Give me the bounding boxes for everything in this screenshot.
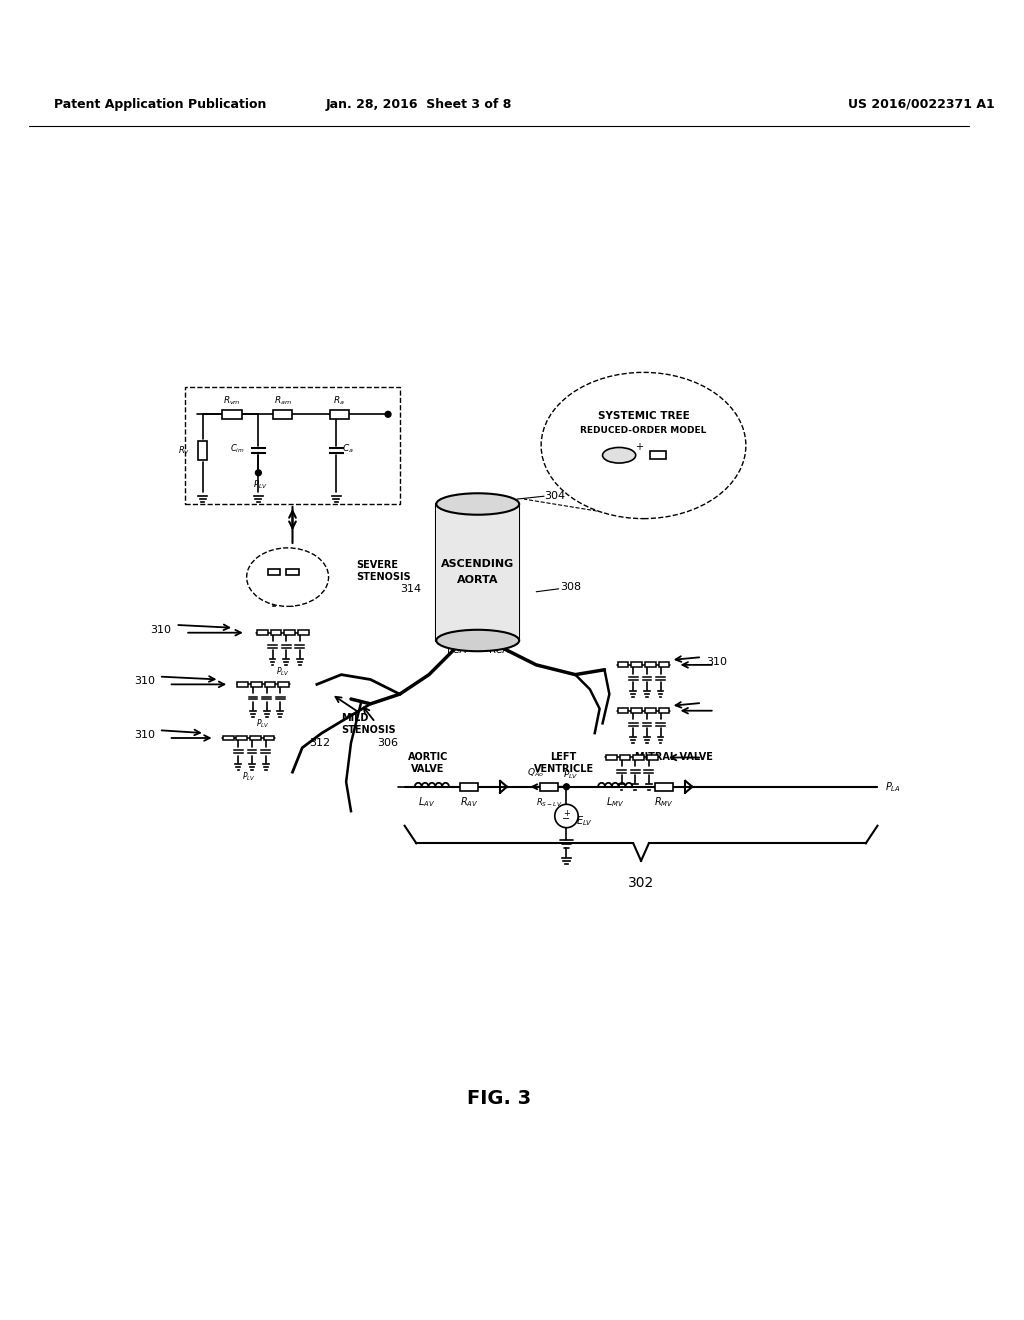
Text: ⊙: ⊙: [609, 449, 620, 462]
Text: 304: 304: [544, 491, 565, 502]
Bar: [285, 630, 295, 635]
Text: Jan. 28, 2016  Sheet 3 of 8: Jan. 28, 2016 Sheet 3 of 8: [326, 98, 512, 111]
Text: $R_{MV}$: $R_{MV}$: [654, 796, 674, 809]
Text: STENOSIS: STENOSIS: [341, 725, 396, 735]
Text: AORTIC: AORTIC: [408, 752, 449, 763]
Ellipse shape: [436, 630, 519, 651]
Bar: [279, 682, 289, 686]
Text: VALVE: VALVE: [412, 764, 444, 775]
Bar: [658, 709, 670, 713]
Bar: [185, 387, 399, 504]
Text: $R_{am}$: $R_{am}$: [273, 395, 292, 407]
Text: $C_a$: $C_a$: [342, 442, 354, 454]
Text: SEVERE: SEVERE: [356, 561, 398, 570]
Text: 308: 308: [560, 582, 582, 591]
Bar: [540, 783, 558, 791]
Bar: [257, 630, 267, 635]
Text: STENOSIS: STENOSIS: [356, 572, 411, 582]
Text: VENTRICLE: VENTRICLE: [534, 764, 594, 775]
Text: $R_V$: $R_V$: [178, 444, 190, 457]
Text: +: +: [635, 442, 643, 453]
Text: $P_{LA}$: $P_{LA}$: [886, 780, 901, 793]
Text: $E_{LV}$: $E_{LV}$: [575, 814, 593, 828]
Text: FIG. 3: FIG. 3: [467, 1089, 531, 1109]
Text: 310: 310: [134, 676, 155, 686]
Text: $P_{LV}$: $P_{LV}$: [276, 665, 290, 678]
Text: $R_{vm}$: $R_{vm}$: [223, 395, 241, 407]
Bar: [238, 682, 248, 686]
Bar: [298, 630, 308, 635]
Text: 312: 312: [309, 738, 331, 748]
Text: REDUCED-ORDER MODEL: REDUCED-ORDER MODEL: [581, 426, 707, 436]
Bar: [270, 630, 282, 635]
Text: MILD: MILD: [341, 714, 369, 723]
Bar: [436, 504, 519, 640]
Text: $Q_{Ao}$: $Q_{Ao}$: [526, 767, 544, 779]
Bar: [251, 682, 262, 686]
Bar: [199, 441, 207, 461]
Text: $L_{AV}$: $L_{AV}$: [419, 796, 435, 809]
Bar: [645, 709, 655, 713]
Ellipse shape: [602, 447, 636, 463]
Circle shape: [385, 412, 391, 417]
Text: 306: 306: [378, 738, 398, 748]
Text: $P_{LV}$: $P_{LV}$: [256, 717, 270, 730]
Bar: [655, 783, 673, 791]
Bar: [222, 411, 242, 418]
Circle shape: [255, 470, 261, 475]
Text: $P_{LV}$: $P_{LV}$: [253, 478, 267, 491]
Bar: [273, 411, 293, 418]
Text: $R_{AV}$: $R_{AV}$: [460, 796, 478, 809]
Text: $C_{im}$: $C_{im}$: [230, 442, 245, 454]
Bar: [264, 735, 274, 741]
Bar: [606, 755, 616, 760]
Bar: [237, 735, 247, 741]
Bar: [620, 755, 631, 760]
Ellipse shape: [247, 548, 329, 606]
Ellipse shape: [541, 372, 745, 519]
Text: −: −: [562, 814, 570, 824]
Text: $R_{S-LV}$: $R_{S-LV}$: [536, 796, 562, 809]
Text: RCA: RCA: [489, 645, 509, 655]
Ellipse shape: [436, 494, 519, 515]
Text: Patent Application Publication: Patent Application Publication: [53, 98, 266, 111]
Text: +: +: [563, 809, 570, 817]
Text: 310: 310: [134, 730, 155, 741]
Bar: [617, 709, 629, 713]
Bar: [267, 569, 281, 576]
Bar: [617, 663, 629, 668]
Text: AORTA: AORTA: [457, 576, 499, 585]
Circle shape: [563, 784, 569, 789]
Bar: [286, 569, 299, 576]
Bar: [645, 663, 655, 668]
Bar: [632, 663, 642, 668]
Bar: [223, 735, 233, 741]
Text: SYSTEMIC TREE: SYSTEMIC TREE: [598, 412, 689, 421]
Bar: [650, 451, 666, 459]
Bar: [632, 709, 642, 713]
Text: $L_{MV}$: $L_{MV}$: [606, 796, 625, 809]
Text: $P_{LV}$: $P_{LV}$: [242, 771, 255, 783]
Text: LCA: LCA: [446, 645, 466, 655]
Text: $P_{LV}$: $P_{LV}$: [562, 768, 579, 781]
Text: 314: 314: [399, 583, 421, 594]
Bar: [250, 735, 261, 741]
Text: 302: 302: [628, 876, 654, 890]
Bar: [330, 411, 349, 418]
Text: US 2016/0022371 A1: US 2016/0022371 A1: [848, 98, 995, 111]
Bar: [647, 755, 657, 760]
Bar: [658, 663, 670, 668]
Text: 310: 310: [151, 624, 171, 635]
Text: MITRAL VALVE: MITRAL VALVE: [635, 752, 713, 763]
Bar: [265, 682, 275, 686]
Text: ASCENDING: ASCENDING: [441, 560, 514, 569]
Bar: [633, 755, 644, 760]
Bar: [460, 783, 478, 791]
Text: LEFT: LEFT: [551, 752, 577, 763]
Text: $R_a$: $R_a$: [334, 395, 345, 407]
Text: 310: 310: [707, 657, 727, 667]
